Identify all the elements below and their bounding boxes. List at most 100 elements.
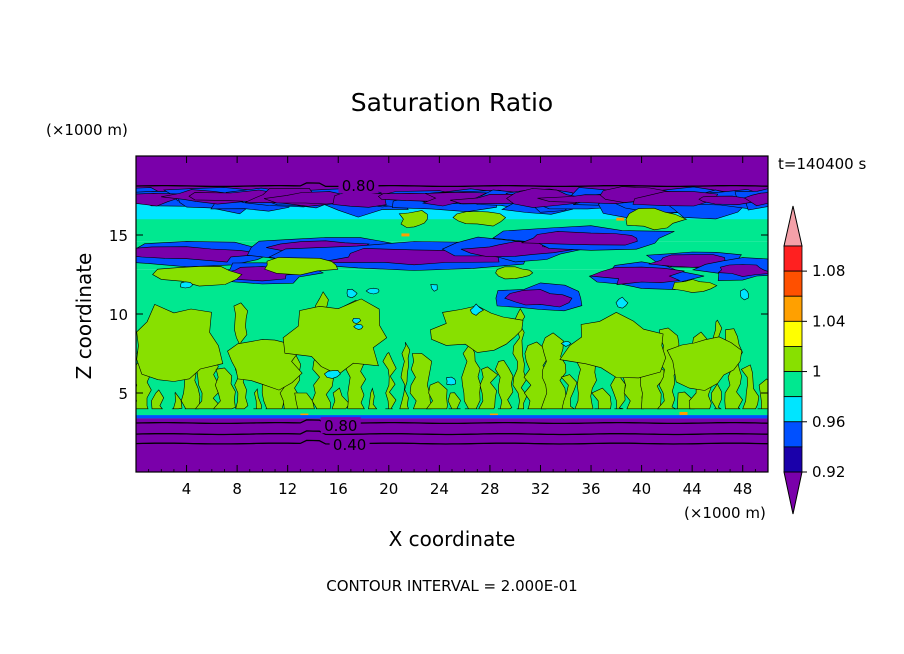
cyan-speck <box>469 303 484 316</box>
colorbar-bottom-arrow <box>783 471 803 515</box>
lime-column <box>512 308 528 410</box>
colorbar-segment <box>783 371 803 398</box>
x-axis-label: X coordinate <box>388 527 516 551</box>
cyan-speck <box>365 287 380 295</box>
lime-column <box>447 392 461 410</box>
colorbar-label: 0.96 <box>812 413 845 431</box>
lime-column <box>331 387 350 410</box>
lime-cell-upper <box>398 210 428 228</box>
y-tick-label: 5 <box>118 385 128 403</box>
purple-tongue-patch <box>504 289 573 308</box>
cyan-speck <box>352 317 362 325</box>
colorbar-label: 0.92 <box>812 463 845 481</box>
lime-column <box>368 387 378 410</box>
cyan-speck <box>323 370 341 379</box>
lime-column <box>171 391 183 410</box>
lime-mass <box>282 298 388 375</box>
orange-speck <box>300 413 309 417</box>
lime-mass <box>559 311 667 379</box>
lime-column <box>540 332 567 410</box>
x-tick-label: 36 <box>581 480 600 498</box>
colorbar-segment <box>783 421 803 448</box>
lime-cell-upper <box>672 279 718 293</box>
x-axis-unit: (×1000 m) <box>684 504 766 522</box>
contour-label: 0.80 <box>342 177 375 195</box>
y-axis-unit: (×1000 m) <box>46 121 128 139</box>
colorbar-segment <box>783 320 803 347</box>
lime-mass <box>227 339 303 391</box>
lime-column <box>560 374 578 410</box>
lime-column <box>382 352 397 410</box>
y-tick-label: 15 <box>109 227 128 245</box>
upper-purple-patch <box>698 195 753 206</box>
lime-column <box>409 353 433 410</box>
lime-column <box>253 388 262 410</box>
colorbar-segment <box>783 446 803 473</box>
lime-column <box>740 364 760 410</box>
field-layer <box>136 156 768 472</box>
orange-speck <box>616 217 625 221</box>
contour-label-bg <box>338 177 379 194</box>
contour-layer: 0.800.800.40 <box>136 177 768 454</box>
lime-column <box>591 387 612 410</box>
lime-mass <box>136 304 224 382</box>
x-tick-label: 8 <box>232 480 242 498</box>
x-tick-label: 16 <box>329 480 348 498</box>
orange-speck <box>489 413 498 417</box>
contour-label-bg <box>329 436 370 453</box>
colorbar-segment <box>783 245 803 272</box>
purple-tongue-patch <box>717 264 768 277</box>
cyan-speck <box>353 323 364 330</box>
x-tick-label: 28 <box>480 480 499 498</box>
cyan-speck <box>615 296 629 309</box>
lime-column <box>294 392 315 410</box>
lime-column <box>399 342 411 410</box>
lime-mass <box>666 336 743 391</box>
contour-line-040 <box>136 439 768 445</box>
purple-tongue-patch <box>589 266 685 285</box>
orange-speck <box>679 411 688 415</box>
lime-column <box>495 359 514 410</box>
orange-speck <box>401 233 410 237</box>
x-tick-label: 32 <box>531 480 550 498</box>
x-tick-label: 48 <box>733 480 752 498</box>
cyan-speck <box>430 283 438 292</box>
lower-blue-strip <box>136 415 768 419</box>
colorbar-segment <box>783 295 803 322</box>
lime-cell-upper <box>152 265 243 287</box>
x-tick-label: 44 <box>683 480 702 498</box>
cyan-speck <box>446 376 457 386</box>
lime-column <box>425 381 448 410</box>
x-tick-label: 20 <box>379 480 398 498</box>
lime-cell-upper <box>452 211 507 227</box>
lime-cell-upper <box>495 266 534 280</box>
upper-purple-patch <box>743 192 768 207</box>
time-label: t=140400 s <box>778 155 867 173</box>
lime-cell-upper <box>625 207 688 231</box>
lime-column <box>151 389 165 410</box>
purple-tongue-patch <box>136 246 267 263</box>
cyan-speck <box>346 288 358 299</box>
upper-purple-patch <box>632 191 719 207</box>
contour-line-080-bottom <box>136 419 768 425</box>
lime-column <box>212 367 236 410</box>
colorbar-label: 1.08 <box>812 262 845 280</box>
upper-purple-patch <box>332 191 390 208</box>
lime-mass <box>430 305 524 353</box>
purple-tongue-patch <box>521 231 638 246</box>
contour-label: 0.40 <box>333 436 366 454</box>
x-tick-label: 40 <box>632 480 651 498</box>
colorbar-segment <box>783 270 803 297</box>
colorbar-label: 1.04 <box>812 312 845 330</box>
x-tick-label: 4 <box>182 480 192 498</box>
cyan-speck <box>180 281 194 289</box>
contour-line-060 <box>136 430 768 436</box>
colorbar-segment <box>783 346 803 372</box>
lime-cell-upper <box>264 257 339 276</box>
lime-column <box>478 366 499 410</box>
cyan-speck <box>739 288 749 301</box>
lower-purple-band <box>136 418 768 472</box>
top-purple-band <box>136 156 768 185</box>
